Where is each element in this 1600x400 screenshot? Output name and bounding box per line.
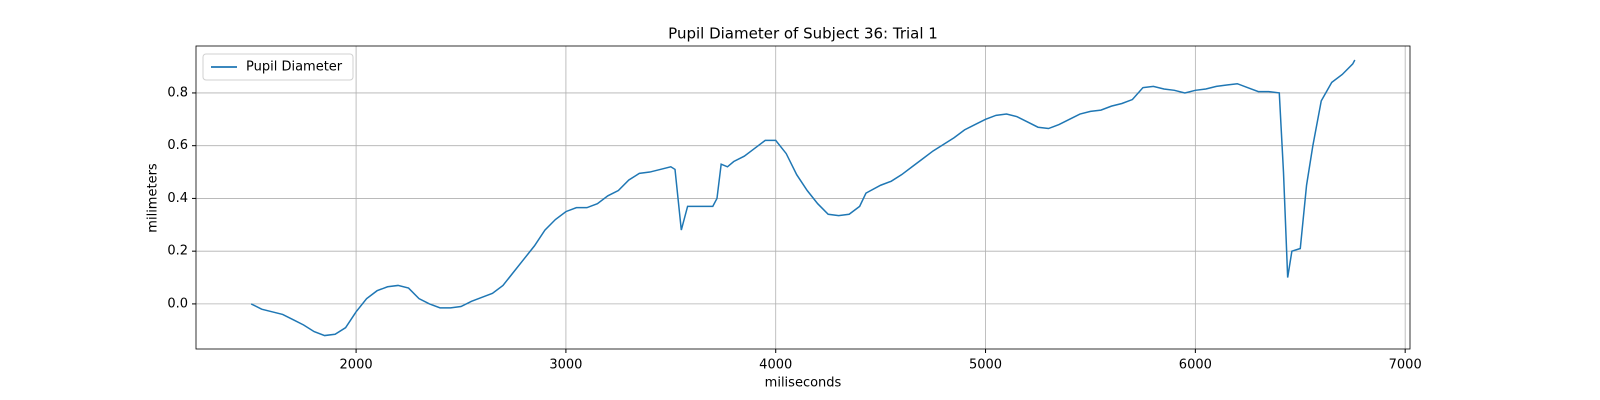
chart-title: Pupil Diameter of Subject 36: Trial 1 <box>668 25 938 43</box>
y-tick-label: 0.6 <box>167 138 188 153</box>
x-tick-label: 4000 <box>759 358 792 373</box>
y-tick-label: 0.8 <box>167 85 188 100</box>
x-tick-label: 7000 <box>1389 358 1422 373</box>
x-axis-label: miliseconds <box>765 376 842 391</box>
plot-frame <box>195 45 1411 350</box>
data-line <box>250 59 1356 337</box>
legend-box <box>202 53 354 81</box>
y-axis-label: milimeters <box>146 163 161 233</box>
x-tick-label: 6000 <box>1179 358 1212 373</box>
y-tick-label: 0.2 <box>167 244 188 259</box>
x-tick-label: 2000 <box>340 358 373 373</box>
y-tick-label: 0.0 <box>167 296 188 311</box>
legend-label: Pupil Diameter <box>246 60 343 75</box>
x-tick-label: 5000 <box>969 358 1002 373</box>
x-tick-label: 3000 <box>549 358 582 373</box>
y-tick-label: 0.4 <box>167 191 188 206</box>
